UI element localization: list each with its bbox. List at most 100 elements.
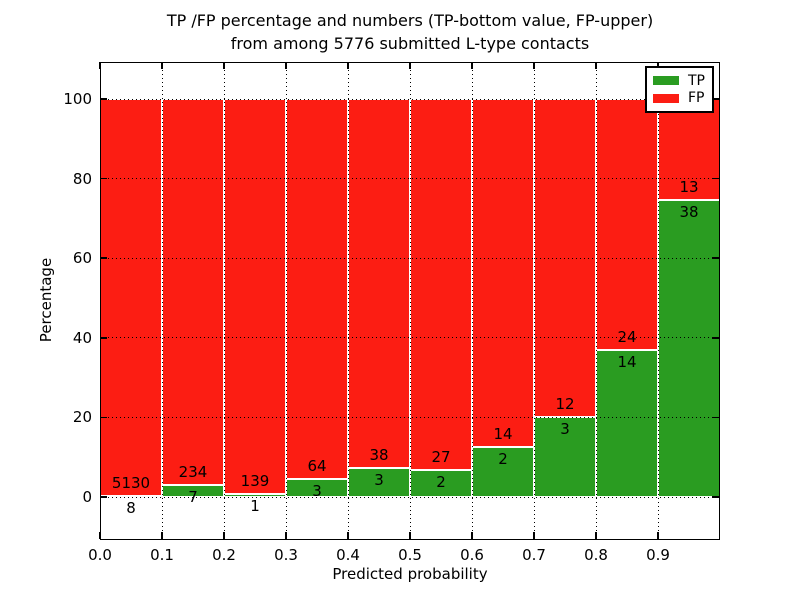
fp-count-label: 234 [178,463,208,482]
tp-count-label: 3 [374,470,384,489]
x-tick-label: 0.5 [398,546,422,564]
y-tick-left [100,177,107,180]
y-tick-right [711,257,719,259]
bar-segment-fp [348,99,410,468]
x-tick-top [161,62,163,69]
x-tick-top [409,62,411,69]
x-tick-label: 0.2 [212,546,236,564]
bar-segment-fp [286,99,348,480]
fp-count-label: 38 [369,445,389,464]
chart-title-line1: TP /FP percentage and numbers (TP-bottom… [166,11,654,30]
x-gridline [223,62,225,540]
bar-segment-tp [658,200,720,497]
y-tick-label: 20 [72,408,92,427]
y-tick-label: 80 [72,169,92,188]
x-gridline [161,62,163,540]
x-tick-label: 0.7 [522,546,546,564]
x-gridline [595,62,597,540]
fp-count-label: 24 [617,328,637,347]
tp-count-label: 3 [312,482,322,501]
x-axis-label: Predicted probability [332,565,488,583]
y-tick-label: 60 [72,249,92,268]
x-tick-bottom [657,531,659,539]
x-tick-label: 0.8 [584,546,608,564]
bar-segment-fp [596,99,658,351]
y-tick-left [100,496,107,498]
x-tick-bottom [223,531,225,539]
tp-count-label: 8 [126,499,136,518]
fp-count-label: 13 [679,178,699,197]
x-tick-bottom [409,531,411,539]
x-gridline [347,62,349,540]
x-tick-label: 0.0 [88,546,112,564]
x-tick-top [595,62,597,69]
y-tick-left [100,416,107,419]
x-tick-label: 0.3 [274,546,298,564]
fp-count-label: 139 [240,472,270,491]
legend-swatch-fp [653,93,679,103]
x-gridline [471,62,473,540]
fp-count-label: 14 [493,425,513,444]
y-tick-right [711,177,719,180]
legend-item-tp: TP [653,74,706,88]
x-tick-top [99,62,101,69]
bar-segment-tp [410,469,472,497]
tp-count-label: 38 [679,203,699,222]
x-tick-label: 0.1 [150,546,174,564]
bar-segment-fp [410,99,472,470]
bar-segment-fp [162,99,224,486]
tp-count-label: 3 [560,420,570,439]
y-tick-right [711,416,719,419]
legend-item-fp: FP [653,91,706,105]
x-tick-bottom [161,531,163,539]
bar-segment-tp [534,417,596,497]
tp-count-label: 14 [617,353,637,372]
chart-title-line2: from among 5776 submitted L-type contact… [230,34,590,53]
bar-segment-fp [658,99,720,201]
x-tick-bottom [99,531,101,539]
y-tick-label: 100 [63,90,92,108]
y-tick-right [711,337,719,339]
y-tick-right [711,98,719,100]
tp-count-label: 1 [250,497,260,516]
x-gridline [657,62,659,540]
x-tick-top [285,62,287,69]
x-tick-label: 0.6 [460,546,484,564]
y-tick-right [711,496,719,498]
x-tick-bottom [533,531,535,539]
y-tick-left [100,257,107,259]
x-tick-top [223,62,225,69]
tp-count-label: 7 [188,488,198,507]
y-tick-label: 0 [82,488,92,507]
x-tick-bottom [595,531,597,539]
x-tick-top [347,62,349,69]
bar-segment-tp [596,350,658,497]
y-tick-label: 40 [72,328,92,347]
fp-count-label: 12 [555,395,575,414]
x-tick-bottom [347,531,349,539]
x-tick-label: 0.4 [336,546,360,564]
x-tick-top [533,62,535,69]
tp-count-label: 2 [498,450,508,469]
x-tick-bottom [471,531,473,539]
legend-label: TP [688,72,705,89]
y-axis-label: Percentage [37,257,55,343]
fp-count-label: 27 [431,447,451,466]
y-tick-left [100,98,107,100]
bar-segment-fp [224,99,286,495]
x-tick-label: 0.9 [646,546,670,564]
fp-count-label: 5130 [111,474,151,493]
bar-segment-fp [472,99,534,448]
bar-segment-fp [100,99,162,497]
x-gridline [533,62,535,540]
y-tick-left [100,337,107,339]
x-gridline [285,62,287,540]
legend: TP FP [645,66,714,113]
legend-label: FP [688,90,705,107]
x-tick-bottom [285,531,287,539]
x-tick-top [471,62,473,69]
x-gridline [409,62,411,540]
x-tick-top [657,62,659,69]
fp-count-label: 64 [307,457,327,476]
